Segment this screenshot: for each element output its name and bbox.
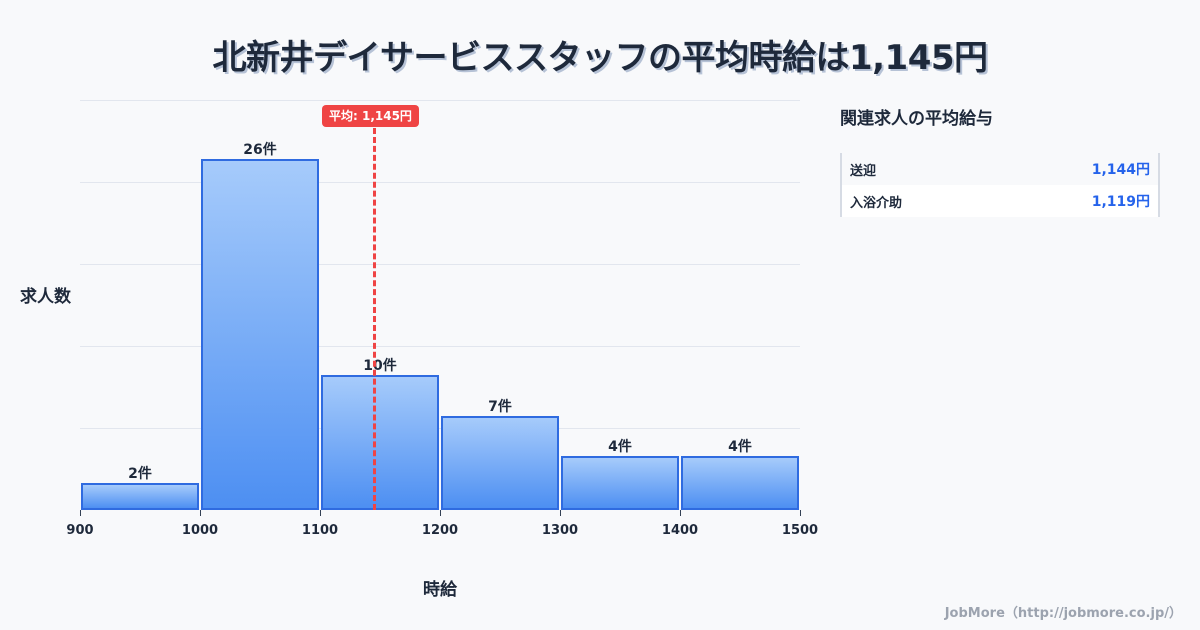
x-axis-label: 時給 [423,580,457,600]
related-salary-table: 送迎 1,144円 入浴介助 1,119円 [840,153,1160,217]
related-salary-panel: 関連求人の平均給与 送迎 1,144円 入浴介助 1,119円 [840,104,1160,217]
histogram-chart: 2件 26件 10件 7件 4件 4件 平均: 1,145円 900 1000 1100 120… [20,100,819,600]
page-title: 北新井デイサービススタッフの平均時給は1,145円 [212,38,988,78]
related-row: 送迎 1,144円 [842,153,1158,185]
histogram-bar [681,456,799,510]
gridline [80,264,800,265]
x-tick [560,510,561,516]
gridline [80,182,800,183]
bar-value-label: 26件 [243,142,277,159]
average-badge: 平均: 1,145円 [322,105,419,127]
x-tick [200,510,201,516]
bar-value-label: 2件 [128,466,152,483]
related-row: 入浴介助 1,119円 [842,185,1158,217]
bar-value-label: 4件 [728,439,752,456]
histogram-bar [321,375,439,510]
x-tick [320,510,321,516]
related-row-name: 送迎 [850,163,877,179]
histogram-bar [561,456,679,510]
y-axis-label: 求人数 [20,287,71,307]
bar-value-label: 7件 [488,398,512,415]
related-row-value: 1,119円 [1091,194,1150,210]
average-line [372,128,376,510]
x-tick-label: 1300 [541,523,579,538]
gridline [80,346,800,347]
footer-credit: JobMore（http://jobmore.co.jp/） [944,606,1182,621]
x-tick [440,510,441,516]
x-tick-label: 900 [66,523,94,538]
bar-value-label: 10件 [363,358,397,375]
x-tick-label: 1400 [661,523,699,538]
histogram-bar [81,483,199,510]
x-tick-label: 1100 [301,523,339,538]
bar-value-label: 4件 [608,439,632,456]
related-row-name: 入浴介助 [850,195,903,211]
histogram-bar [441,415,559,510]
histogram-bar [201,159,319,510]
x-tick [80,510,81,516]
gridline [80,100,800,101]
x-tick [800,510,801,516]
x-tick-label: 1000 [181,523,219,538]
related-row-value: 1,144円 [1091,162,1150,178]
x-tick [680,510,681,516]
related-salary-title: 関連求人の平均給与 [840,109,993,129]
x-tick-label: 1500 [781,523,819,538]
x-tick-label: 1200 [421,523,459,538]
gridline [80,428,800,429]
